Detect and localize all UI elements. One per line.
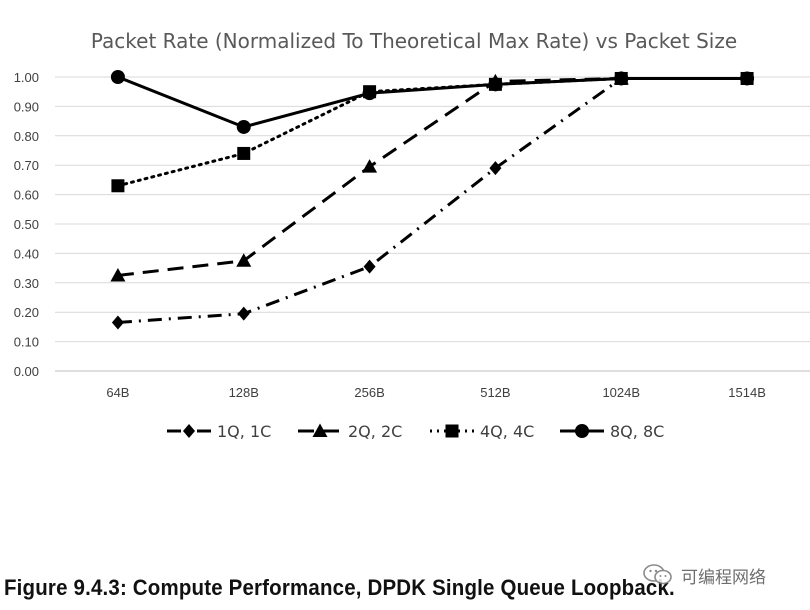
- series-line: [117, 75, 748, 129]
- data-point: [489, 161, 502, 176]
- data-series: [110, 70, 755, 330]
- data-point: [362, 86, 377, 101]
- line-chart: Packet Rate (Normalized To Theoretical M…: [14, 29, 810, 441]
- y-axis-tick-labels: 0.00 0.10 0.20 0.30 0.40 0.50 0.60 0.70 0.80 0.90…: [14, 70, 39, 379]
- legend-label: 2Q, 2C: [348, 422, 402, 441]
- data-point: [111, 315, 124, 330]
- watermark-text: 可编程网络: [681, 567, 766, 588]
- series-8q-8c: [110, 70, 755, 134]
- data-point: [740, 71, 755, 86]
- legend-item: 4Q, 4C: [430, 422, 534, 441]
- data-point: [236, 253, 252, 267]
- data-point: [363, 259, 376, 274]
- series-line: [117, 77, 623, 324]
- x-tick-label: 256B: [354, 385, 384, 400]
- legend-label: 1Q, 1C: [217, 422, 271, 441]
- legend-item: 2Q, 2C: [298, 422, 402, 441]
- data-point: [614, 71, 629, 86]
- data-point: [488, 77, 503, 92]
- x-tick-label: 1024B: [602, 385, 640, 400]
- data-point: [111, 179, 125, 193]
- y-tick-label: 0.30: [14, 276, 39, 291]
- legend-marker: [312, 423, 328, 437]
- x-tick-label: 512B: [480, 385, 510, 400]
- x-tick-label: 1514B: [728, 385, 766, 400]
- y-tick-label: 0.90: [14, 99, 39, 114]
- watermark: 可编程网络: [643, 561, 766, 589]
- data-point: [110, 70, 125, 84]
- x-tick-label: 128B: [229, 385, 259, 400]
- y-tick-label: 0.80: [14, 129, 39, 144]
- y-tick-label: 0.40: [14, 246, 39, 261]
- data-point: [237, 306, 250, 321]
- y-tick-label: 0.20: [14, 305, 39, 320]
- legend-label: 4Q, 4C: [480, 422, 534, 441]
- gridlines: [55, 76, 810, 372]
- y-tick-label: 0.70: [14, 158, 39, 173]
- figure-caption: Figure 9.4.3: Compute Performance, DPDK …: [4, 575, 675, 600]
- chart-title: Packet Rate (Normalized To Theoretical M…: [91, 29, 737, 53]
- y-tick-label: 1.00: [14, 70, 39, 85]
- x-tick-label: 64B: [106, 385, 129, 400]
- legend-label: 8Q, 8C: [610, 422, 664, 441]
- series-2q-2c: [110, 70, 629, 282]
- legend-item: 8Q, 8C: [560, 422, 664, 441]
- data-point: [236, 119, 251, 134]
- chat-bubbles-icon: [643, 564, 672, 585]
- legend-marker: [445, 424, 459, 438]
- legend: 1Q, 1C 2Q, 2C 4Q, 4C 8Q, 8C: [167, 422, 664, 441]
- y-tick-label: 0.00: [14, 364, 39, 379]
- y-tick-label: 0.10: [14, 335, 39, 350]
- y-tick-label: 0.50: [14, 217, 39, 232]
- data-point: [110, 267, 126, 282]
- series-line: [116, 76, 749, 188]
- legend-item: 1Q, 1C: [167, 422, 271, 441]
- legend-marker: [183, 424, 195, 438]
- series-1q-1c: [111, 71, 628, 330]
- data-point: [237, 146, 251, 160]
- y-tick-label: 0.60: [14, 188, 39, 203]
- legend-marker: [575, 424, 589, 438]
- data-point: [362, 159, 378, 173]
- x-axis-tick-labels: 64B 128B 256B 512B 1024B 1514B: [106, 385, 766, 400]
